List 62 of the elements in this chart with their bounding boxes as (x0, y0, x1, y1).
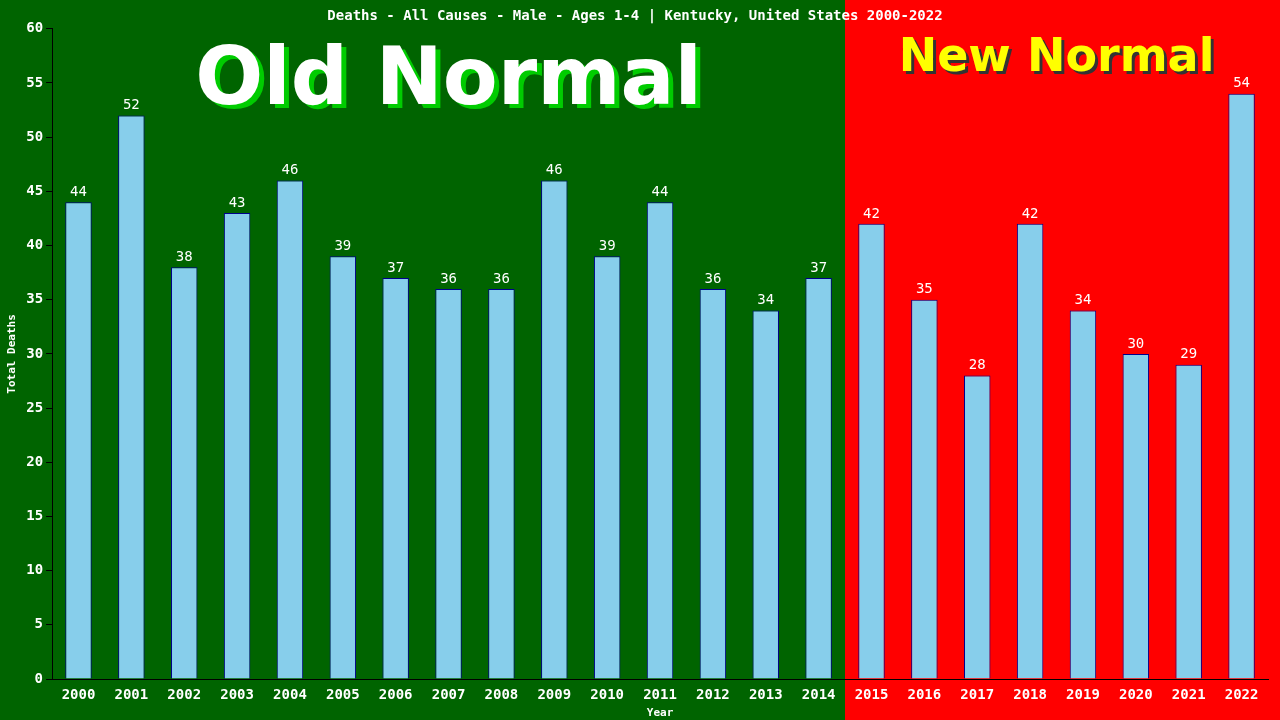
data-label: 34 (1074, 291, 1092, 308)
y-axis-title: Total Deaths (5, 314, 19, 394)
x-tick-label: 2003 (220, 686, 254, 703)
x-tick-label: 2020 (1118, 686, 1153, 703)
band-label: New Normal (898, 27, 1215, 82)
x-axis-title: Year (646, 706, 674, 720)
x-tick-label: 2018 (1013, 686, 1047, 703)
y-tick-label: 20 (26, 452, 44, 469)
data-label: 54 (1233, 74, 1250, 91)
y-tick-label: 40 (26, 236, 44, 253)
x-tick-label: 2010 (590, 686, 625, 703)
data-label: 42 (1021, 204, 1039, 221)
x-tick-label: 2017 (960, 686, 995, 703)
data-label: 30 (1127, 334, 1145, 351)
x-tick-label: 2005 (325, 686, 360, 703)
data-label: 36 (493, 269, 510, 286)
y-tick-label: 50 (26, 127, 44, 144)
x-tick-label: 2013 (748, 686, 783, 703)
data-label: 36 (440, 269, 457, 286)
x-tick-label: 2008 (484, 686, 519, 703)
y-tick-label: 55 (26, 73, 44, 90)
data-label: 44 (70, 182, 87, 199)
x-tick-label: 2016 (907, 686, 942, 703)
x-tick-label: 2000 (61, 686, 96, 703)
data-label: 36 (704, 269, 722, 286)
data-label: 39 (334, 237, 352, 254)
data-label: 37 (810, 258, 828, 275)
x-tick-label: 2014 (801, 686, 836, 703)
x-tick-label: 2006 (378, 686, 413, 703)
data-label: 46 (281, 161, 299, 178)
x-tick-label: 2007 (431, 686, 466, 703)
x-tick-label: 2001 (114, 686, 149, 703)
data-label: 34 (757, 291, 775, 308)
x-tick-label: 2012 (696, 686, 730, 703)
data-label: 43 (228, 193, 246, 210)
data-label: 29 (1180, 345, 1198, 362)
data-label: 37 (387, 258, 405, 275)
data-label: 52 (122, 96, 140, 113)
x-tick-label: 2015 (854, 686, 889, 703)
x-tick-label: 2011 (643, 686, 677, 703)
data-label: 42 (863, 204, 880, 221)
data-label: 44 (651, 182, 669, 199)
data-label: 38 (175, 247, 193, 264)
y-tick-label: 0 (34, 669, 44, 686)
y-tick-label: 60 (26, 19, 44, 36)
x-tick-label: 2002 (167, 686, 202, 703)
y-tick-label: 10 (26, 561, 44, 578)
data-label: 46 (545, 161, 563, 178)
data-label: 39 (598, 237, 616, 254)
x-tick-label: 2022 (1224, 686, 1259, 703)
y-tick-label: 25 (26, 398, 44, 415)
y-tick-label: 5 (34, 615, 44, 632)
y-tick-label: 30 (26, 344, 44, 361)
x-tick-label: 2021 (1171, 686, 1206, 703)
x-tick-label: 2019 (1066, 686, 1100, 703)
y-tick-label: 35 (26, 290, 44, 307)
y-tick-label: 45 (26, 181, 44, 198)
x-tick-label: 2004 (273, 686, 307, 703)
data-label: 28 (968, 356, 986, 373)
x-tick-label: 2009 (537, 686, 572, 703)
data-label: 35 (915, 280, 933, 297)
y-tick-label: 15 (26, 507, 44, 524)
